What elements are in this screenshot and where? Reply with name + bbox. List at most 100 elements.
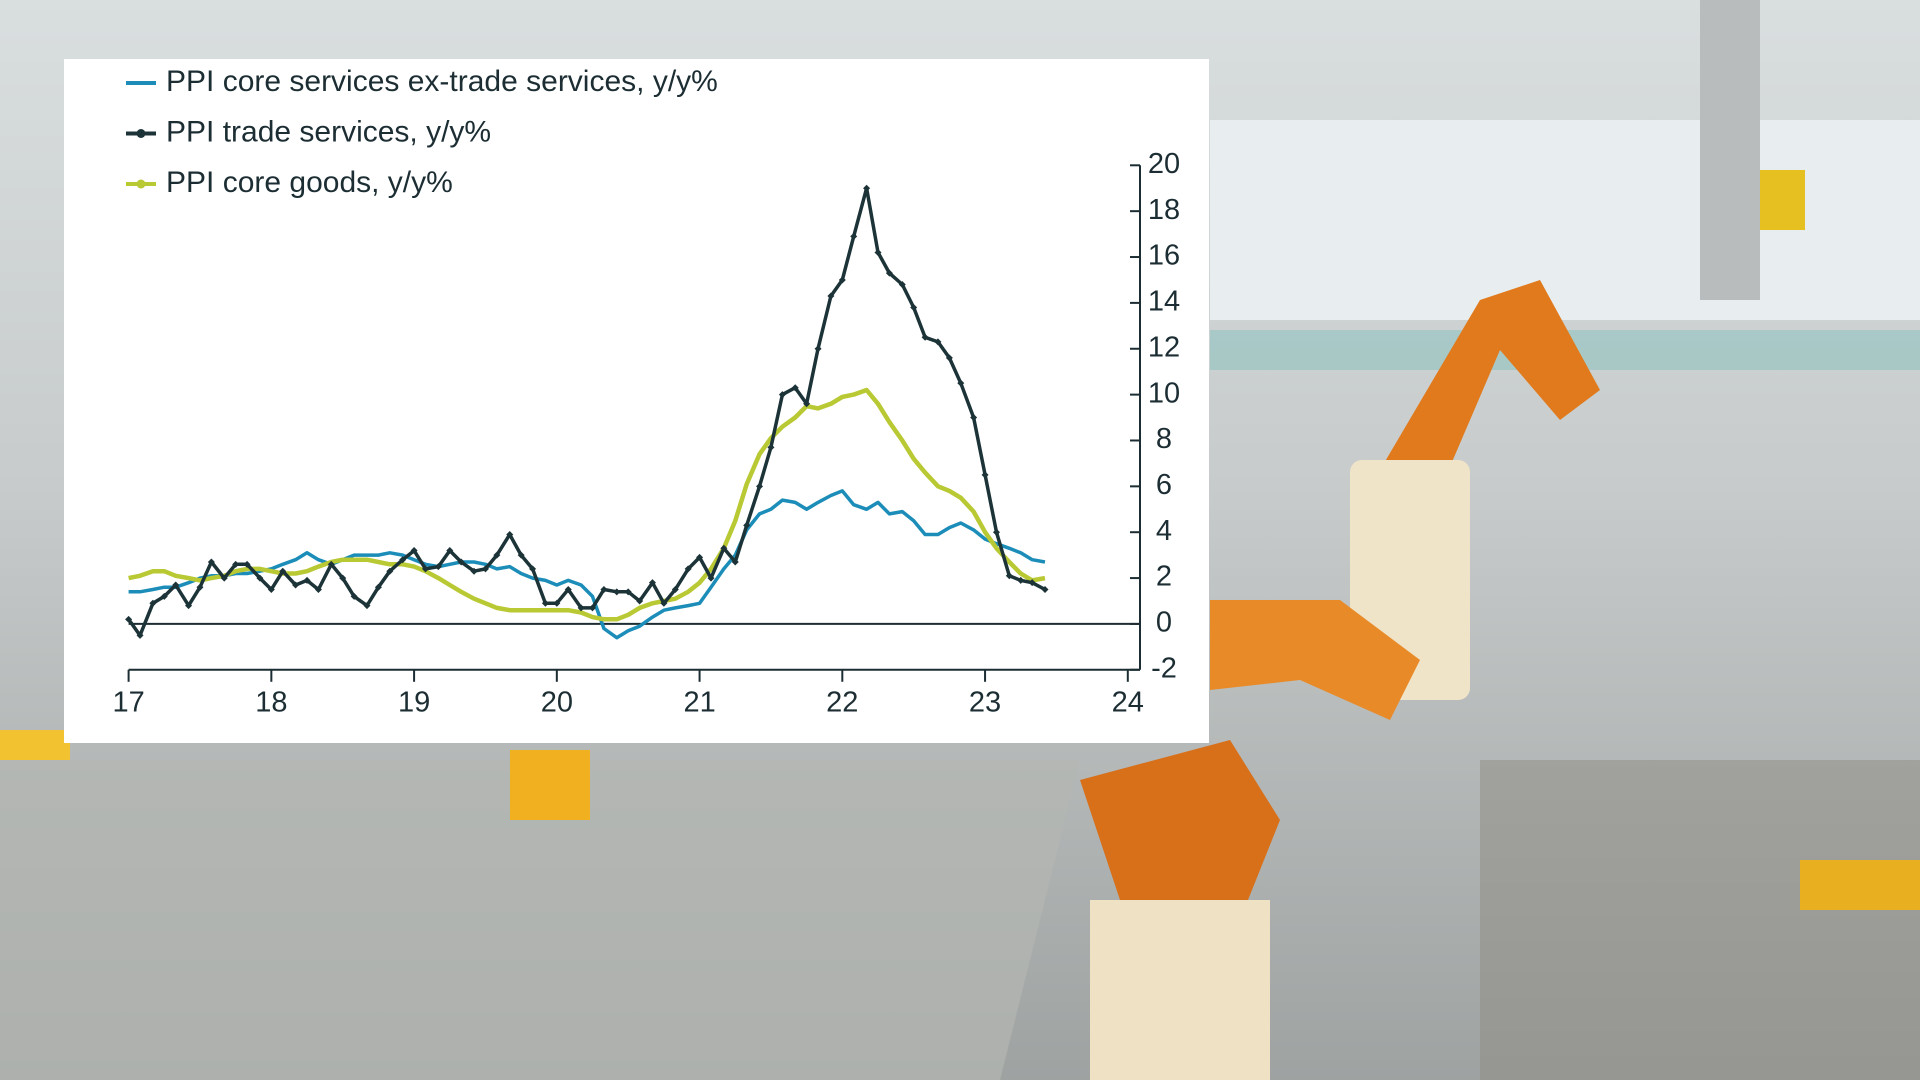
point-marker xyxy=(720,544,728,552)
point-marker xyxy=(898,281,906,289)
point-marker xyxy=(589,604,597,612)
point-marker xyxy=(125,615,133,623)
point-marker xyxy=(1017,576,1025,584)
point-marker xyxy=(207,558,215,566)
point-marker xyxy=(1041,586,1049,594)
point-marker xyxy=(446,547,454,555)
point-marker xyxy=(850,232,858,240)
point-marker xyxy=(660,599,668,607)
point-marker xyxy=(481,565,489,573)
point-marker xyxy=(827,292,835,300)
point-marker xyxy=(945,354,953,362)
point-marker xyxy=(613,588,621,596)
point-marker xyxy=(934,338,942,346)
point-marker xyxy=(970,414,978,422)
point-marker xyxy=(410,547,418,555)
legend-marker xyxy=(136,129,146,138)
point-marker xyxy=(470,567,478,575)
point-marker xyxy=(279,567,287,575)
x-tick-label: 24 xyxy=(1112,686,1144,718)
point-marker xyxy=(386,567,394,575)
y-tick-label: 6 xyxy=(1156,469,1172,501)
point-marker xyxy=(743,521,751,529)
point-marker xyxy=(910,303,918,311)
point-marker xyxy=(874,248,882,256)
point-marker xyxy=(196,583,204,591)
point-marker xyxy=(756,482,764,490)
y-tick-label: 20 xyxy=(1148,148,1180,180)
point-marker xyxy=(493,551,501,559)
x-tick-label: 20 xyxy=(541,686,573,718)
point-marker xyxy=(863,184,871,192)
point-marker xyxy=(232,560,240,568)
point-marker xyxy=(350,592,358,600)
legend-label: PPI core goods, y/y% xyxy=(166,166,453,199)
point-marker xyxy=(172,581,180,589)
point-marker xyxy=(303,576,311,584)
chart-panel xyxy=(64,59,1209,743)
point-marker xyxy=(457,558,465,566)
point-marker xyxy=(399,556,407,564)
point-marker xyxy=(648,579,656,587)
point-marker xyxy=(220,574,228,582)
point-marker xyxy=(564,586,572,594)
point-marker xyxy=(731,558,739,566)
point-marker xyxy=(506,531,514,539)
point-marker xyxy=(992,528,1000,536)
point-marker xyxy=(292,581,300,589)
y-tick-label: 0 xyxy=(1156,607,1172,639)
point-marker xyxy=(314,586,322,594)
point-marker xyxy=(541,599,549,607)
point-marker xyxy=(803,400,811,408)
x-tick-label: 19 xyxy=(398,686,430,718)
point-marker xyxy=(636,597,644,605)
y-tick-label: 8 xyxy=(1156,423,1172,455)
point-marker xyxy=(624,588,632,596)
y-tick-label: -2 xyxy=(1151,652,1177,684)
point-marker xyxy=(374,583,382,591)
x-tick-label: 18 xyxy=(255,686,287,718)
point-marker xyxy=(684,565,692,573)
point-marker xyxy=(671,586,679,594)
point-marker xyxy=(885,269,893,277)
point-marker xyxy=(1005,572,1013,580)
y-tick-label: 4 xyxy=(1156,515,1172,547)
x-tick-label: 22 xyxy=(826,686,858,718)
point-marker xyxy=(422,565,430,573)
y-tick-label: 14 xyxy=(1148,286,1180,318)
point-marker xyxy=(267,586,275,594)
x-tick-label: 17 xyxy=(112,686,144,718)
point-marker xyxy=(577,604,585,612)
y-tick-label: 16 xyxy=(1148,240,1180,272)
point-marker xyxy=(434,563,442,571)
point-marker xyxy=(778,391,786,399)
series-line xyxy=(128,489,1046,640)
point-marker xyxy=(339,574,347,582)
point-marker xyxy=(185,602,193,610)
x-tick-label: 23 xyxy=(969,686,1001,718)
point-marker xyxy=(327,560,335,568)
legend-marker xyxy=(136,179,146,189)
point-marker xyxy=(243,560,251,568)
point-marker xyxy=(553,599,561,607)
point-marker xyxy=(767,443,775,451)
point-marker xyxy=(600,586,608,594)
point-marker xyxy=(160,592,168,600)
point-marker xyxy=(838,276,846,284)
legend-label: PPI trade services, y/y% xyxy=(166,115,491,148)
y-tick-label: 2 xyxy=(1156,561,1172,593)
point-marker xyxy=(696,553,704,561)
point-marker xyxy=(921,333,929,341)
point-marker xyxy=(707,574,715,582)
series-line xyxy=(127,186,1046,638)
point-marker xyxy=(149,599,157,607)
point-marker xyxy=(814,345,822,353)
y-tick-label: 18 xyxy=(1148,194,1180,226)
point-marker xyxy=(517,551,525,559)
point-marker xyxy=(1028,579,1036,587)
point-marker xyxy=(136,631,144,639)
point-marker xyxy=(256,574,264,582)
